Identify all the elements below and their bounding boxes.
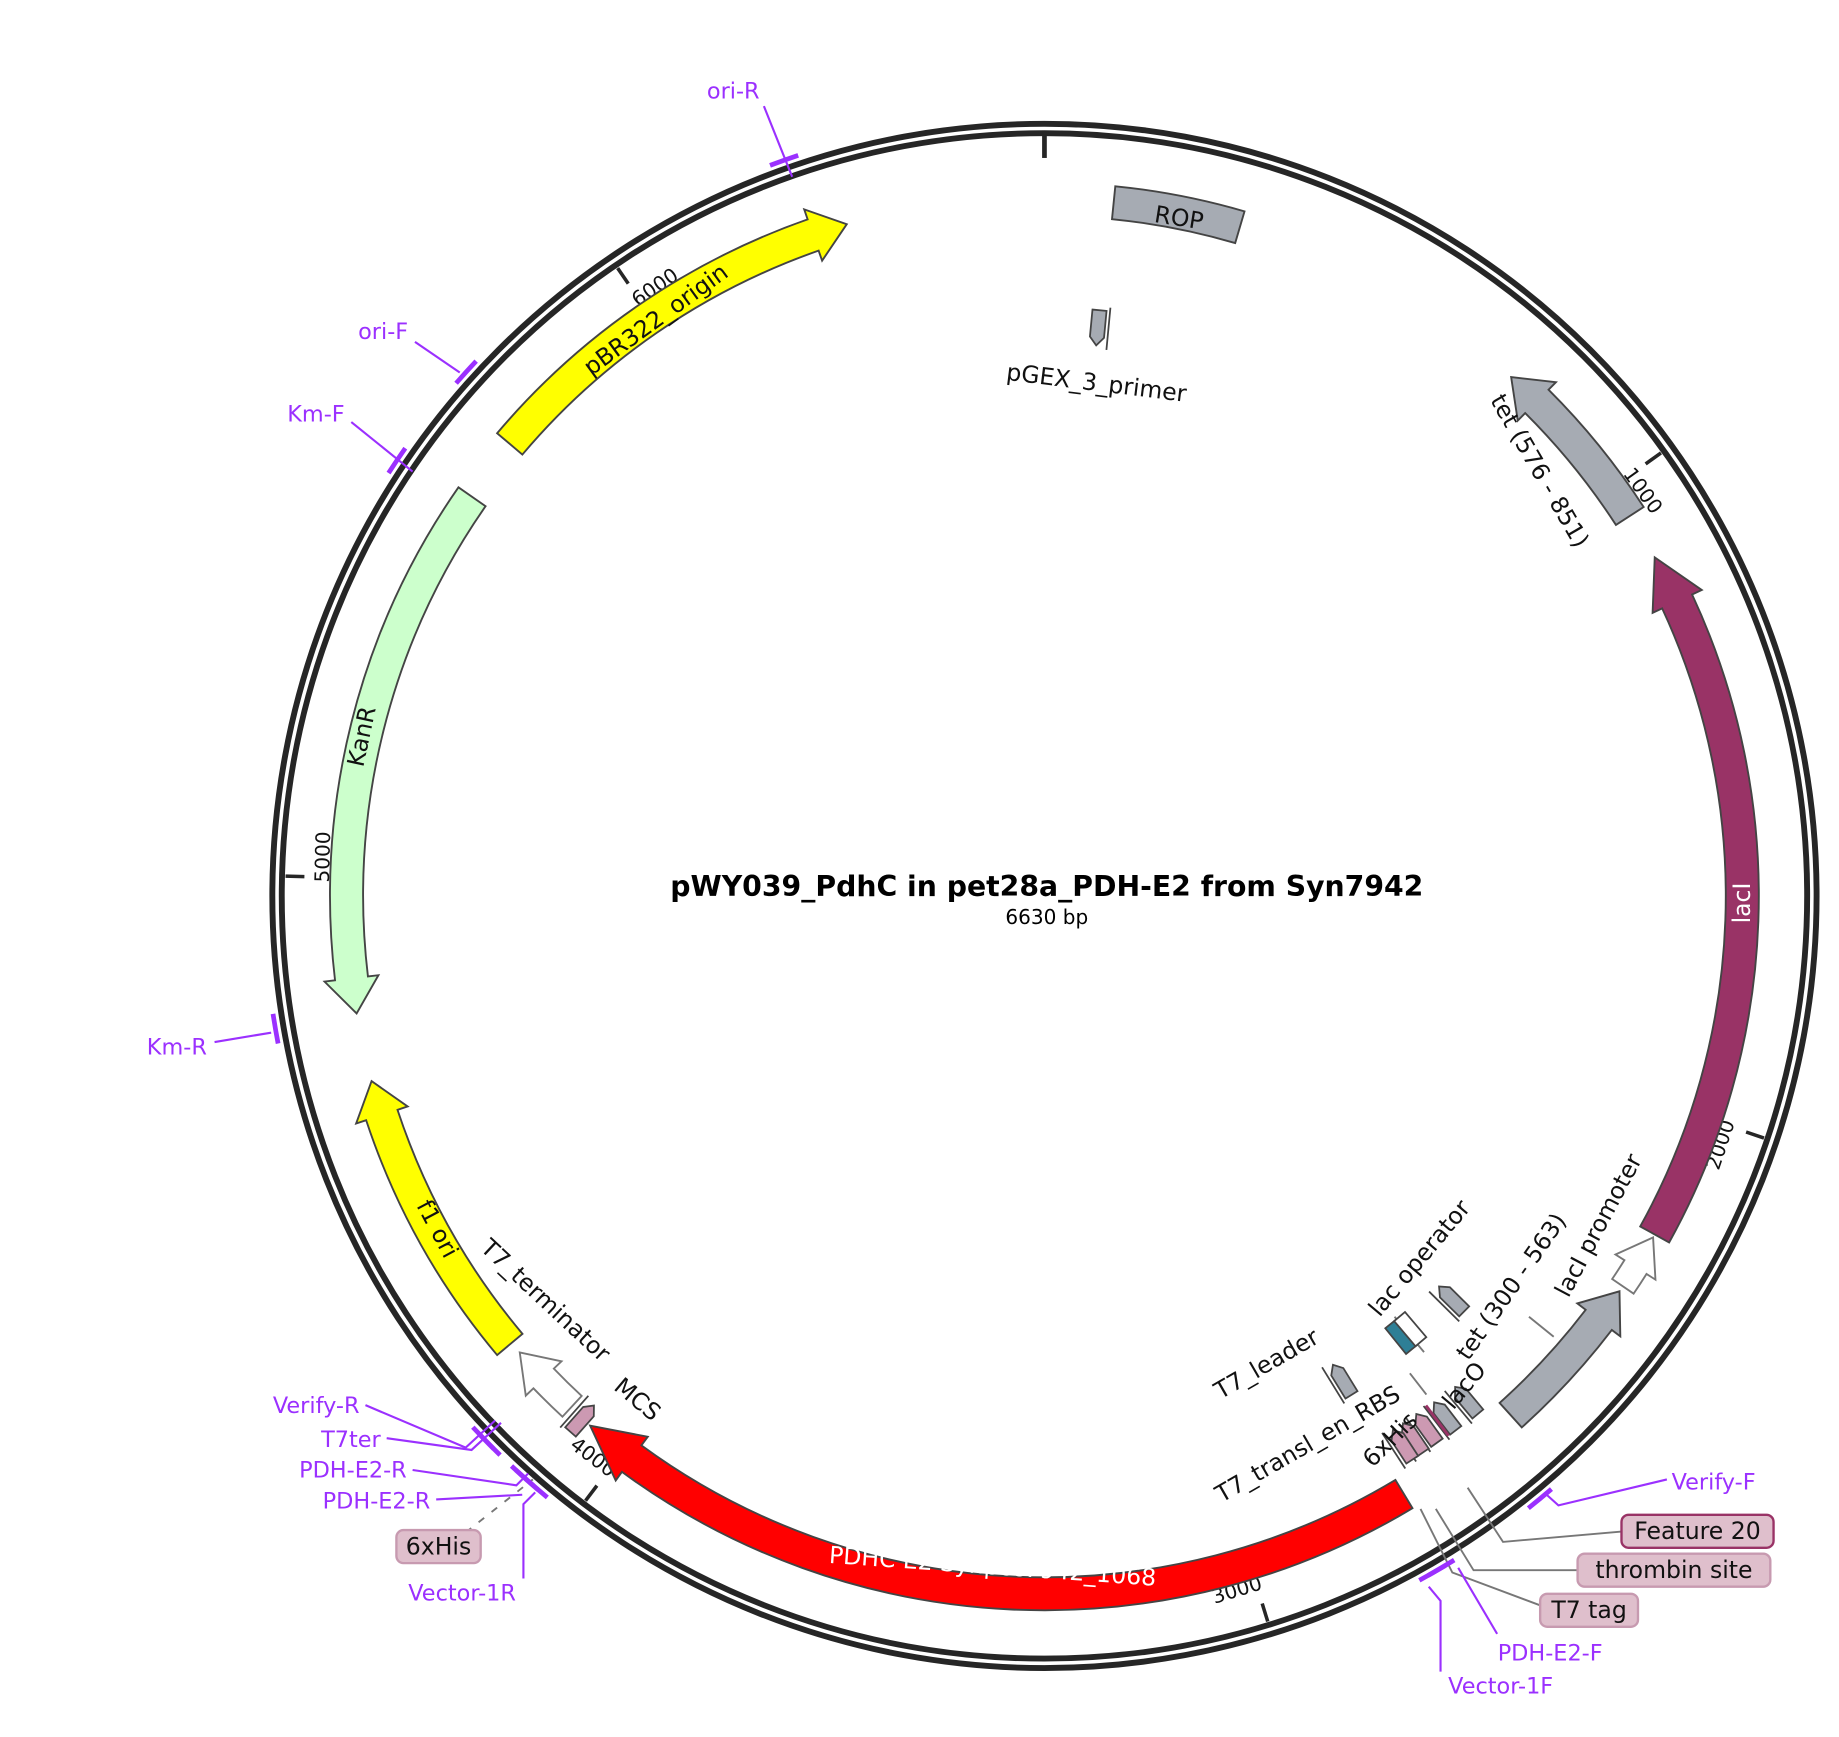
primer-leader <box>436 1493 523 1501</box>
primer-verify-r: Verify-R <box>273 1393 360 1419</box>
primer-vector-1r: Vector-1R <box>408 1580 516 1606</box>
primer-mark <box>454 359 478 385</box>
tick-mark <box>616 267 630 285</box>
feature-t7-leader-label: T7_leader <box>1208 1323 1323 1406</box>
tick-mark <box>584 1484 599 1502</box>
feature-t7-leader <box>1330 1363 1359 1400</box>
primer-mark <box>769 153 799 168</box>
primer-mark <box>270 1013 281 1044</box>
feature-f1-ori <box>354 1079 524 1357</box>
feature-t7-tag <box>1414 1412 1444 1449</box>
leader-line <box>1409 1372 1428 1396</box>
feature-t7-transl-en-rbs-barb <box>1422 1405 1451 1441</box>
primer-leader <box>762 105 794 178</box>
feature-pdhc-e2-synpcc7942-1068 <box>588 1424 1414 1612</box>
feature-kanr <box>322 486 487 1015</box>
primer-km-f: Km-F <box>287 401 344 427</box>
label-box <box>1620 1513 1775 1549</box>
primer-ori-r: ori-R <box>707 78 760 104</box>
primer-pdh-e2-r: PDH-E2-R <box>323 1488 431 1514</box>
feature-pgex-3-primer-label: pGEX_3_primer <box>1005 358 1188 408</box>
feature-mcs <box>563 1404 595 1438</box>
feature-rop <box>1110 185 1246 245</box>
feature-unlabeled <box>1438 1285 1471 1318</box>
feature-feature-20 <box>1424 1404 1450 1437</box>
primer-verify-f: Verify-F <box>1672 1469 1756 1495</box>
feature-label: 6xHis <box>406 1532 471 1560</box>
primer-mark <box>1427 1558 1456 1578</box>
label-box <box>1576 1552 1772 1588</box>
primer-leader <box>214 1031 272 1044</box>
feature-thrombin-site <box>1400 1422 1430 1458</box>
primer-leader <box>414 340 461 374</box>
feature-unlabeled-barb <box>1428 1290 1460 1323</box>
primers-layer: ori-R ori-F Km-F Km-R Verify-R T7ter PDH-E2-R P… <box>147 78 1756 1699</box>
feature-unlabeled <box>1392 1310 1428 1348</box>
primer-leader <box>365 1404 496 1449</box>
primer-pdh-e2-r: PDH-E2-R <box>299 1458 407 1484</box>
primer-leader <box>412 1468 529 1487</box>
primer-mark <box>523 1476 549 1500</box>
feature-label: T7 tag <box>1550 1596 1627 1624</box>
feature-label: Feature 20 <box>1634 1517 1761 1545</box>
primer-leader <box>522 1491 536 1579</box>
feature-laco <box>1454 1385 1485 1420</box>
feature-6xhis <box>1390 1428 1420 1465</box>
leader-line <box>465 1478 534 1534</box>
feature-t7-leader-barb <box>1321 1366 1346 1404</box>
backbone-ring <box>269 120 1820 1671</box>
map-length: 6630 bp <box>1005 905 1088 929</box>
primer-leader <box>350 421 414 473</box>
feature-t7-terminator <box>518 1351 583 1419</box>
feature-mcs-label: MCS <box>609 1372 667 1427</box>
primer-leader <box>1545 1478 1668 1507</box>
primer-mark <box>386 446 408 475</box>
feature-pgex-3-primer <box>1089 308 1108 347</box>
feature-laci-promoter <box>1610 1235 1657 1295</box>
primer-t7ter: T7ter <box>320 1427 381 1453</box>
feature-laci <box>1638 555 1760 1244</box>
leader-line <box>1419 1508 1542 1607</box>
feature-t7-transl-en-rbs <box>1432 1401 1463 1436</box>
label-box <box>1538 1592 1640 1628</box>
primer-leader <box>386 1422 502 1452</box>
primer-leader <box>1427 1586 1442 1672</box>
primer-mark <box>477 1432 502 1457</box>
feature-pgex-3-primer-barb <box>1105 307 1112 351</box>
feature-pbr322-origin <box>495 207 849 456</box>
feature-laci-label: lacI <box>1728 883 1756 924</box>
feature-mcs-barb <box>559 1395 590 1429</box>
feature-label: thrombin site <box>1595 1556 1752 1584</box>
leader-line <box>1435 1508 1585 1572</box>
backbone-outer-ring <box>269 120 1820 1671</box>
primer-km-r: Km-R <box>147 1034 207 1060</box>
feature-tet-576-851 <box>1510 376 1645 527</box>
primer-ori-f: ori-F <box>358 319 408 345</box>
primer-pdh-e2-f: PDH-E2-F <box>1498 1640 1603 1666</box>
leader-line <box>1528 1316 1555 1338</box>
label-box <box>395 1528 482 1565</box>
primer-leader <box>1457 1567 1499 1635</box>
tick-mark <box>1644 451 1662 466</box>
map-title: pWY039_PdhC in pet28a_PDH-E2 from Syn794… <box>670 870 1423 903</box>
leader-line <box>1466 1487 1625 1543</box>
tick-mark <box>1745 1130 1765 1140</box>
primer-vector-1f: Vector-1F <box>1448 1673 1553 1699</box>
primer-mark <box>1526 1487 1554 1511</box>
feature-laco-barb <box>1444 1390 1473 1425</box>
feature-tet-300-563 <box>1498 1290 1622 1429</box>
tick-mark <box>1260 1602 1270 1623</box>
feature-6xhis-barb <box>1381 1432 1407 1469</box>
